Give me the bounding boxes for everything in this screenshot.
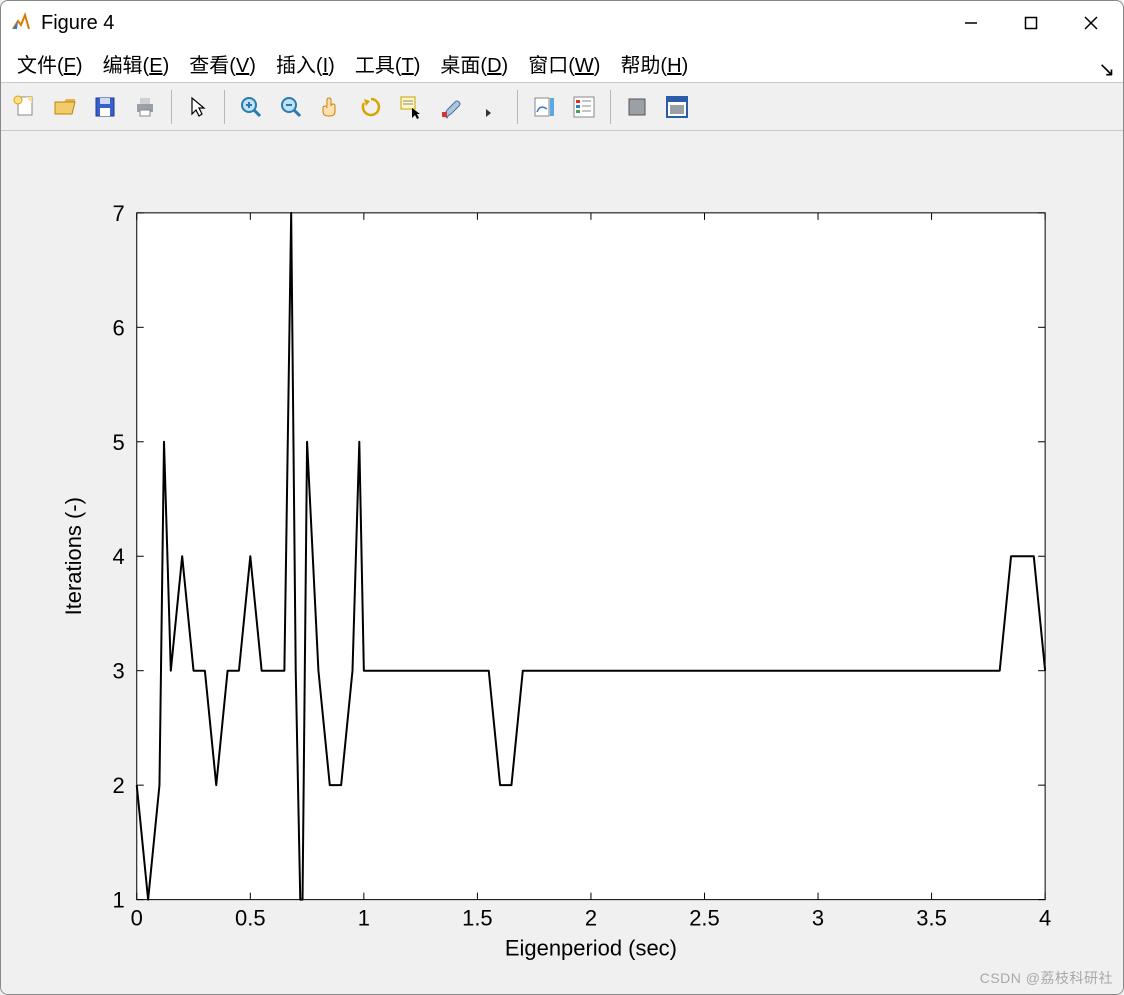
colorbar-icon[interactable]: [526, 89, 562, 125]
figure-window: Figure 4 文件(F) 编辑(E) 查看(V) 插入(I) 工具(T) 桌…: [0, 0, 1124, 995]
svg-text:Iterations (-): Iterations (-): [61, 497, 86, 615]
svg-text:1: 1: [113, 888, 125, 913]
titlebar: Figure 4: [1, 1, 1123, 45]
toolbar-separator: [610, 90, 611, 124]
matlab-icon: [9, 11, 33, 35]
menu-tools[interactable]: 工具(T): [349, 47, 427, 80]
svg-text:3: 3: [113, 659, 125, 684]
svg-text:3.5: 3.5: [916, 906, 947, 931]
zoom-out-icon[interactable]: [273, 89, 309, 125]
svg-text:Eigenperiod (sec): Eigenperiod (sec): [505, 936, 677, 961]
svg-text:5: 5: [113, 430, 125, 455]
svg-text:2.5: 2.5: [689, 906, 720, 931]
menu-file[interactable]: 文件(F): [11, 47, 89, 80]
watermark: CSDN @荔枝科研社: [980, 968, 1113, 988]
menu-help[interactable]: 帮助(H): [614, 47, 694, 80]
svg-text:2: 2: [113, 773, 125, 798]
zoom-in-icon[interactable]: [233, 89, 269, 125]
menu-window[interactable]: 窗口(W): [522, 47, 606, 80]
svg-text:0: 0: [131, 906, 143, 931]
svg-text:3: 3: [812, 906, 824, 931]
dock-figure-icon[interactable]: [659, 89, 695, 125]
toolbar: [1, 83, 1123, 131]
brush-icon[interactable]: [433, 89, 469, 125]
line-chart: 0 0.5 1 1.5 2 2.5 3 3.5 4 1 2 3 4 5 6 7 Eigenperiod (sec…: [1, 131, 1123, 994]
svg-text:6: 6: [113, 315, 125, 340]
plot-tools-icon[interactable]: [619, 89, 655, 125]
toolbar-separator: [224, 90, 225, 124]
rotate-icon[interactable]: [353, 89, 389, 125]
minimize-button[interactable]: [941, 1, 1001, 45]
svg-text:1.5: 1.5: [462, 906, 493, 931]
plot-area: 0 0.5 1 1.5 2 2.5 3 3.5 4 1 2 3 4 5 6 7 Eigenperiod (sec…: [1, 131, 1123, 994]
link-icon[interactable]: [473, 89, 509, 125]
menu-edit[interactable]: 编辑(E): [97, 47, 176, 80]
svg-text:1: 1: [358, 906, 370, 931]
window-title: Figure 4: [41, 12, 114, 35]
svg-text:4: 4: [113, 544, 125, 569]
pan-icon[interactable]: [313, 89, 349, 125]
data-cursor-icon[interactable]: [393, 89, 429, 125]
toolbar-separator: [171, 90, 172, 124]
menu-insert[interactable]: 插入(I): [270, 47, 341, 80]
close-button[interactable]: [1061, 1, 1121, 45]
svg-text:2: 2: [585, 906, 597, 931]
menu-desktop[interactable]: 桌面(D): [434, 47, 514, 80]
svg-text:0.5: 0.5: [235, 906, 266, 931]
new-icon[interactable]: [7, 89, 43, 125]
save-icon[interactable]: [87, 89, 123, 125]
menubar: 文件(F) 编辑(E) 查看(V) 插入(I) 工具(T) 桌面(D) 窗口(W…: [1, 45, 1123, 83]
dock-arrow-icon[interactable]: ↘: [1098, 57, 1115, 82]
print-icon[interactable]: [127, 89, 163, 125]
open-icon[interactable]: [47, 89, 83, 125]
cursor-icon[interactable]: [180, 89, 216, 125]
svg-text:7: 7: [113, 201, 125, 226]
maximize-button[interactable]: [1001, 1, 1061, 45]
menu-view[interactable]: 查看(V): [183, 47, 262, 80]
toolbar-separator: [517, 90, 518, 124]
svg-text:4: 4: [1039, 906, 1051, 931]
legend-icon[interactable]: [566, 89, 602, 125]
